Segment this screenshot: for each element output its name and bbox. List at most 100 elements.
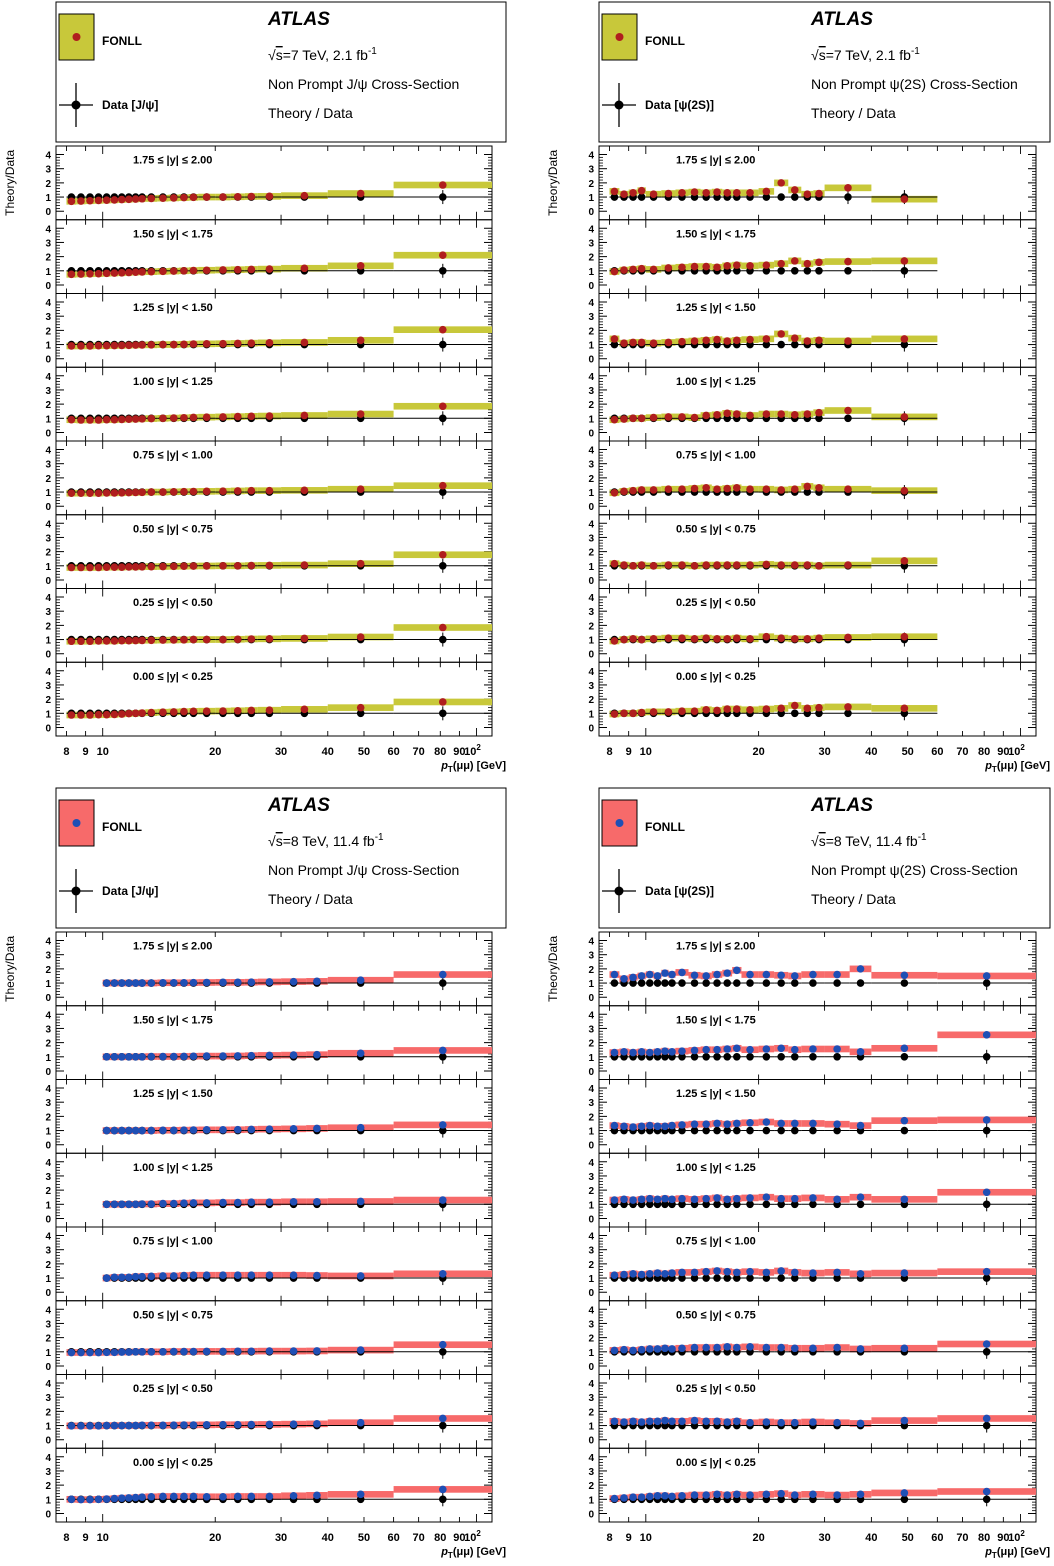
theory-point (856, 1193, 865, 1202)
theory-point (313, 1197, 321, 1206)
theory-point (117, 341, 126, 350)
theory-point (233, 1198, 242, 1207)
theory-point (844, 561, 852, 569)
x-tick-label: 10 (97, 746, 109, 758)
theory-point (844, 485, 852, 494)
y-tick-label: 3 (45, 238, 51, 249)
y-tick-label: 3 (588, 1098, 594, 1109)
data-point (762, 979, 771, 987)
theory-point (77, 342, 85, 350)
rapidity-subpanel: 0 1 2 3 4 1.50 ≤ |y| < 1.75 (45, 219, 493, 294)
theory-point (356, 1346, 365, 1354)
data-point (723, 979, 732, 987)
theory-point (110, 1200, 119, 1209)
y-tick-label: 0 (588, 576, 594, 587)
theory-point (777, 1343, 785, 1352)
theory-point (610, 970, 619, 979)
data-point (610, 979, 619, 987)
y-tick-label: 3 (588, 533, 594, 544)
theory-point (356, 1418, 365, 1427)
y-tick-label: 1 (588, 341, 594, 352)
theory-point (661, 1122, 669, 1131)
theory-point (180, 1052, 188, 1061)
theory-point (664, 338, 673, 347)
theory-point (723, 262, 732, 270)
theory-point (678, 263, 686, 272)
theory-point (247, 706, 256, 715)
y-tick-label: 0 (45, 1141, 51, 1152)
theory-point (219, 635, 227, 644)
theory-point (110, 979, 119, 987)
theory-point (809, 1119, 817, 1128)
y-tick-label: 4 (45, 151, 51, 162)
theory-point (777, 1194, 785, 1203)
theory-point (247, 1198, 256, 1206)
y-tick-label: 2 (45, 1407, 51, 1418)
theory-point (233, 1420, 242, 1429)
theory-point (102, 710, 111, 719)
theory-point (138, 1126, 146, 1135)
theory-point (110, 710, 119, 719)
fonll-legend-label: FONLL (645, 820, 685, 834)
data-point (438, 1053, 447, 1061)
theory-point (159, 194, 167, 202)
theory-point (247, 486, 256, 495)
y-tick-label: 4 (588, 224, 594, 235)
theory-point (678, 968, 686, 977)
y-tick-label: 4 (588, 667, 594, 678)
theory-point (117, 415, 126, 424)
theory-point (649, 339, 658, 347)
theory-point (117, 268, 126, 277)
x-tick-label: 70 (412, 1532, 424, 1544)
theory-point (102, 1126, 111, 1135)
y-tick-label: 2 (45, 695, 51, 706)
data-point (645, 1200, 654, 1209)
theory-point (790, 561, 799, 569)
theory-point (159, 488, 167, 496)
theory-point (982, 1188, 991, 1197)
theory-point (189, 1126, 198, 1134)
subpanel-frame (55, 1226, 493, 1302)
y-tick-label: 4 (45, 224, 51, 235)
theory-point (86, 269, 94, 278)
x-tick-label: 80 (978, 746, 990, 758)
theory-point (147, 341, 156, 349)
data-point (610, 193, 619, 201)
theory-point (67, 637, 76, 646)
rapidity-subpanel: 0 1 2 3 4 1.00 ≤ |y| < 1.25 (45, 366, 493, 442)
theory-point (189, 1421, 198, 1429)
data-point (438, 1495, 447, 1504)
data-point (790, 1053, 799, 1061)
y-tick-label: 3 (588, 165, 594, 176)
theory-point (159, 1052, 167, 1061)
theory-point (356, 1272, 365, 1280)
subpanel-frame (598, 219, 1037, 294)
x-tick-label: 90 (453, 746, 465, 758)
theory-point (265, 339, 274, 347)
data-point (790, 340, 799, 349)
x-axis-title: pT(μμ) [GeV] (440, 760, 506, 774)
theory-point (356, 410, 365, 418)
atlas-label: ATLAS (267, 9, 330, 30)
theory-point (86, 342, 94, 350)
theory-point (702, 262, 710, 271)
theory-point (713, 1267, 721, 1275)
theory-point (265, 1271, 274, 1280)
y-tick-label: 2 (588, 621, 594, 632)
data-point (790, 267, 799, 275)
theory-point (746, 411, 754, 420)
y-tick-label: 4 (588, 593, 594, 604)
data-point (746, 1126, 754, 1135)
y-tick-label: 0 (45, 207, 51, 218)
cross-section-label: Non Prompt ψ(2S) Cross-Section (811, 76, 1018, 92)
theory-point (180, 1199, 188, 1207)
theory-point (202, 1421, 211, 1429)
y-tick-label: 4 (588, 151, 594, 162)
theory-point (723, 409, 732, 418)
theory-point (356, 633, 365, 641)
subpanel-frame (55, 1152, 493, 1228)
theory-point (637, 414, 646, 423)
y-tick-label: 1 (588, 267, 594, 278)
theory-point (610, 1048, 619, 1057)
data-point (856, 1200, 865, 1209)
